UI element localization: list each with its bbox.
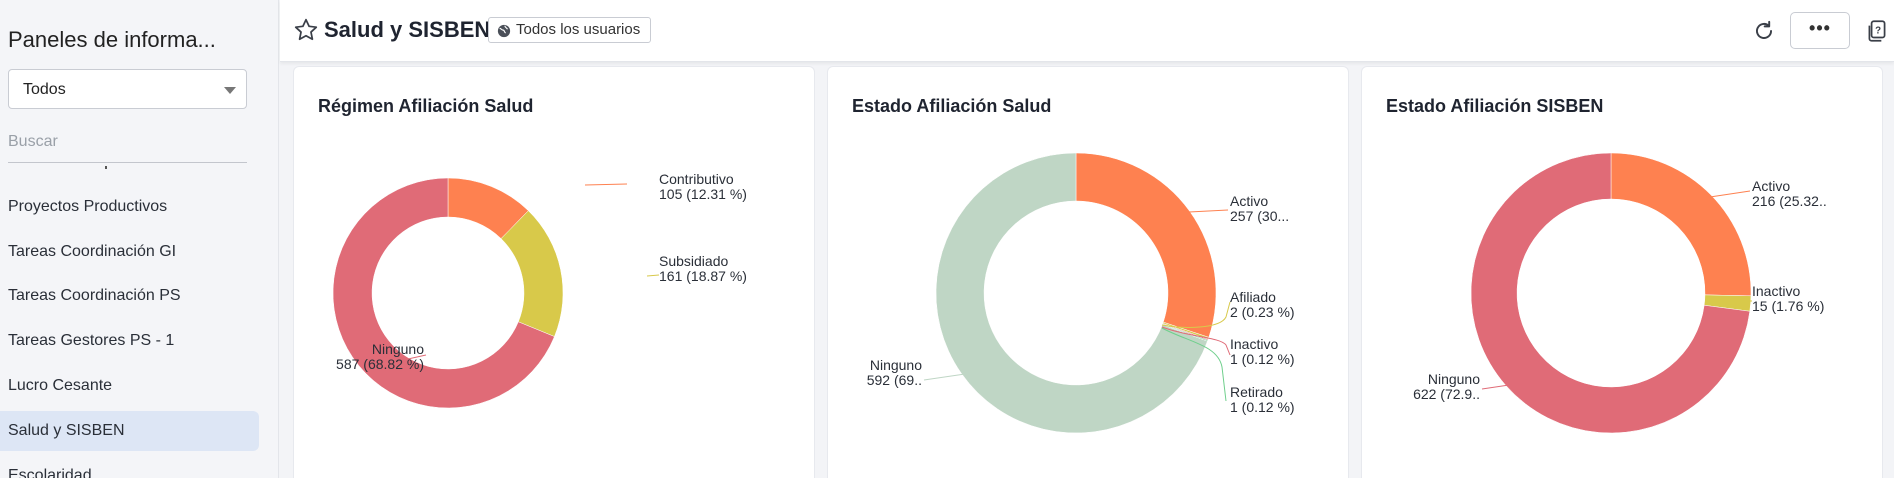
filter-select[interactable]: Todos — [8, 69, 247, 109]
search-field[interactable] — [8, 133, 247, 163]
slice-label: Retirado — [1230, 384, 1283, 400]
chart-title: Estado Afiliación SISBEN — [1386, 96, 1604, 116]
chart-card-regimen-salud: Régimen Afiliación Salud Contributivo 10… — [294, 67, 814, 478]
slice-value-label: 2 (0.23 %) — [1230, 304, 1295, 320]
leader-line — [1161, 326, 1231, 356]
slice-value-label: 592 (69.. — [867, 372, 922, 388]
donut-slice-ninguno[interactable] — [332, 177, 555, 409]
slice-label: Activo — [1752, 178, 1790, 194]
slice-label: Ninguno — [870, 357, 922, 373]
leader-line — [923, 373, 966, 381]
sidebar-item-tareas-coordinacion-ps[interactable]: Tareas Coordinación PS — [0, 276, 259, 316]
leader-line — [1481, 384, 1510, 390]
donut-chart-estado-salud: Activo 257 (30... Afiliado 2 (0.23 %) In… — [867, 152, 1295, 434]
leader-line — [1161, 301, 1231, 328]
slice-value-label: 216 (25.32.. — [1752, 193, 1827, 209]
globe-icon — [497, 24, 511, 38]
chevron-down-icon — [224, 87, 236, 94]
search-input[interactable] — [8, 133, 247, 151]
leader-line — [407, 354, 427, 360]
slice-label: Ninguno — [1428, 371, 1480, 387]
donut-slice-ninguno[interactable] — [1470, 152, 1751, 434]
slice-value-label: 622 (72.9.. — [1413, 386, 1480, 402]
donut-slice-subsidiado[interactable] — [500, 210, 564, 337]
scroll-indicator — [105, 166, 107, 169]
sidebar-item-proyectos-productivos[interactable]: Proyectos Productivos — [0, 187, 259, 227]
chart-title: Régimen Afiliación Salud — [318, 96, 534, 116]
sidebar: Paneles de informa... Todos Proyectos Pr… — [0, 0, 279, 478]
sidebar-item-label: Lucro Cesante — [8, 377, 113, 394]
leader-line — [584, 183, 628, 186]
donut-slice-ninguno[interactable] — [935, 152, 1208, 434]
sidebar-item-label: Escolaridad — [8, 467, 92, 478]
donut-chart-estado-sisben: Activo 216 (25.32.. Inactivo 15 (1.76 %)… — [1413, 152, 1827, 434]
sidebar-item-label: Proyectos Productivos — [8, 198, 168, 215]
slice-value-label: 587 (68.82 %) — [336, 356, 424, 372]
sidebar-item-tareas-gestores-ps-1[interactable]: Tareas Gestores PS - 1 — [0, 321, 259, 361]
chart-card-estado-sisben: Estado Afiliación SISBEN Activo 216 (25.… — [1362, 67, 1882, 478]
sidebar-item-escolaridad[interactable]: Escolaridad — [0, 456, 259, 478]
leader-line — [1709, 190, 1751, 198]
filter-select-value: Todos — [23, 81, 66, 98]
slice-label: Afiliado — [1230, 289, 1276, 305]
sidebar-item-label: Tareas Coordinación PS — [8, 287, 181, 304]
audience-badge[interactable]: Todos los usuarios — [488, 17, 652, 43]
copy-dashboard-icon[interactable]: ? — [1864, 18, 1890, 44]
donut-slice-activo[interactable] — [1075, 152, 1217, 338]
sidebar-item-lucro-cesante[interactable]: Lucro Cesante — [0, 366, 259, 406]
slice-value-label: 15 (1.76 %) — [1752, 298, 1824, 314]
slice-value-label: 105 (12.31 %) — [659, 186, 747, 202]
slice-value-label: 1 (0.12 %) — [1230, 399, 1295, 415]
donut-chart-regimen-salud: Contributivo 105 (12.31 %) Subsidiado 16… — [332, 171, 747, 409]
slice-value-label: 161 (18.87 %) — [659, 268, 747, 284]
page-title: Salud y SISBEN — [324, 17, 491, 42]
slice-label: Inactivo — [1230, 336, 1278, 352]
chart-card-estado-salud: Estado Afiliación Salud Activo 257 (30..… — [828, 67, 1348, 478]
slice-value-label: 1 (0.12 %) — [1230, 351, 1295, 367]
leader-line — [1188, 209, 1229, 213]
slice-label: Ninguno — [372, 341, 424, 357]
sidebar-item-salud-y-sisben[interactable]: Salud y SISBEN — [0, 411, 259, 451]
chart-title: Estado Afiliación Salud — [852, 96, 1052, 116]
leader-line — [646, 274, 660, 277]
refresh-icon[interactable] — [1751, 18, 1777, 44]
more-options-button[interactable]: ••• — [1790, 12, 1850, 49]
slice-label: Activo — [1230, 193, 1268, 209]
sidebar-item-label: Salud y SISBEN — [8, 422, 125, 439]
slice-value-label: 257 (30... — [1230, 208, 1289, 224]
slice-label: Contributivo — [659, 171, 734, 187]
sidebar-item-label: Tareas Coordinación GI — [8, 243, 177, 260]
star-icon[interactable] — [293, 17, 319, 43]
leader-line — [1161, 327, 1227, 402]
audience-label: Todos los usuarios — [516, 21, 641, 38]
sidebar-item-tareas-coordinacion-gi[interactable]: Tareas Coordinación GI — [0, 232, 259, 272]
sidebar-item-label: Tareas Gestores PS - 1 — [8, 332, 175, 349]
slice-label: Subsidiado — [659, 253, 728, 269]
slice-label: Inactivo — [1752, 283, 1800, 299]
dashboard-header: Salud y SISBEN Todos los usuarios ••• ? — [280, 0, 1894, 62]
svg-text:?: ? — [1875, 26, 1881, 37]
donut-slice-activo[interactable] — [1610, 152, 1752, 297]
sidebar-title: Paneles de informa... — [8, 27, 216, 52]
